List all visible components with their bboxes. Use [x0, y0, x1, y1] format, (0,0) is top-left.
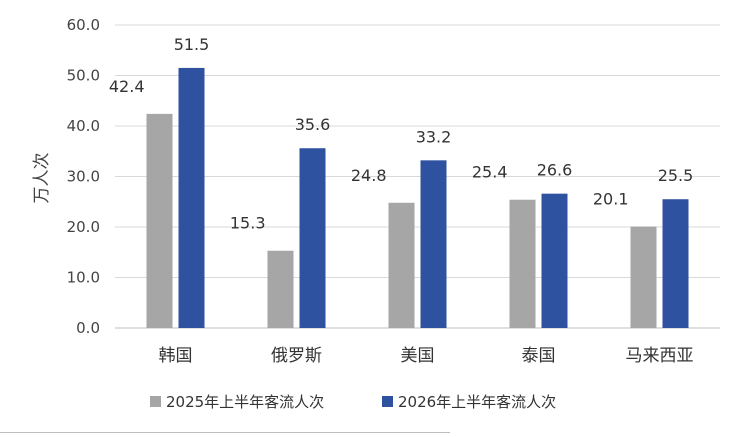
- bars: [146, 67, 689, 329]
- y-axis-label: 万人次: [32, 153, 52, 204]
- legend-swatch: [382, 396, 393, 407]
- category-label: 马来西亚: [626, 346, 694, 366]
- bar-2025: [630, 226, 657, 328]
- data-label: 51.5: [174, 35, 210, 54]
- y-tick-label: 30.0: [67, 168, 100, 186]
- bar-2026: [541, 193, 568, 328]
- data-labels: 42.4 51.5 15.3 35.6 24.8 33.2 25.4 26.6 20.1 25.5: [109, 35, 693, 233]
- gridlines: [115, 24, 720, 278]
- data-label: 25.5: [658, 166, 694, 185]
- legend: 2025年上半年客流人次 2026年上半年客流人次: [150, 393, 556, 411]
- data-label: 15.3: [230, 214, 266, 233]
- category-label: 泰国: [522, 346, 556, 366]
- footer-divider: [0, 432, 450, 433]
- y-tick-label: 0.0: [76, 319, 100, 337]
- y-axis-ticks: 0.0 10.0 20.0 30.0 40.0 50.0 60.0: [67, 16, 100, 337]
- category-label: 美国: [401, 346, 435, 366]
- bar-2025: [509, 199, 536, 328]
- y-tick-label: 40.0: [67, 117, 100, 135]
- data-label: 24.8: [351, 166, 387, 185]
- bar-2026: [662, 199, 689, 328]
- y-tick-label: 60.0: [67, 16, 100, 34]
- data-label: 35.6: [295, 115, 331, 134]
- bar-2025: [267, 250, 294, 328]
- data-label: 25.4: [472, 163, 508, 182]
- legend-swatch: [150, 396, 161, 407]
- bar-2026: [420, 160, 447, 328]
- bar-2026: [178, 67, 205, 329]
- category-labels: 韩国 俄罗斯 美国 泰国 马来西亚: [159, 346, 694, 366]
- y-tick-label: 10.0: [67, 269, 100, 287]
- legend-label: 2025年上半年客流人次: [166, 393, 324, 411]
- data-label: 42.4: [109, 77, 145, 96]
- data-label: 20.1: [593, 189, 629, 208]
- bar-2026: [299, 148, 326, 328]
- y-tick-label: 50.0: [67, 67, 100, 85]
- y-tick-label: 20.0: [67, 218, 100, 236]
- legend-label: 2026年上半年客流人次: [398, 393, 556, 411]
- category-label: 俄罗斯: [271, 346, 322, 366]
- data-label: 26.6: [537, 161, 573, 180]
- bar-2025: [388, 202, 415, 328]
- category-label: 韩国: [159, 346, 193, 366]
- data-label: 33.2: [416, 127, 452, 146]
- bar-2025: [146, 113, 173, 328]
